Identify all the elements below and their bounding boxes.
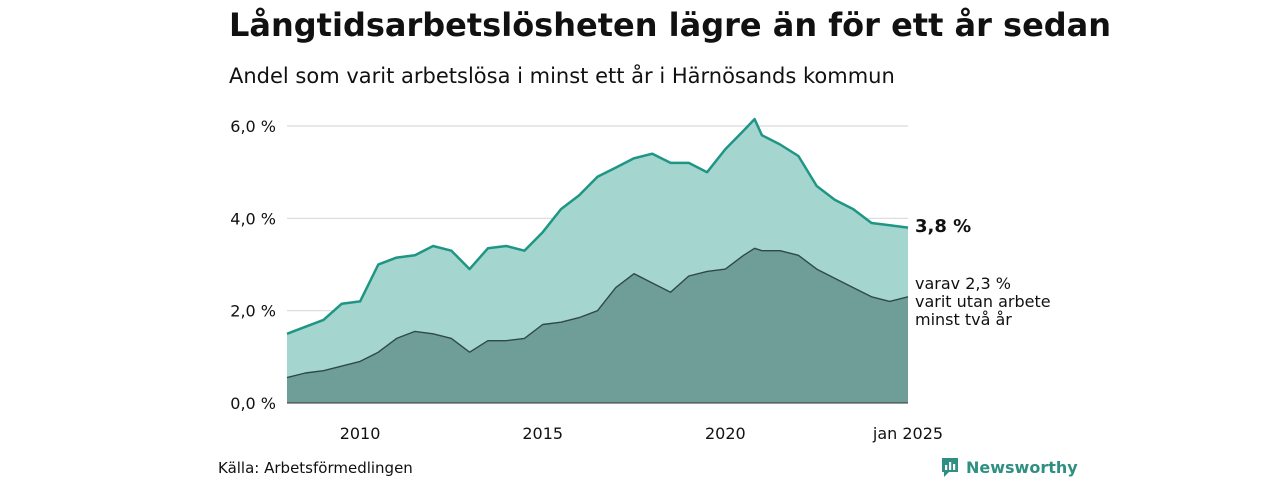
chart-title: Långtidsarbetslösheten lägre än för ett …: [229, 6, 1112, 44]
y-axis-ticks: 0,0 % 2,0 % 4,0 % 6,0 %: [230, 117, 276, 413]
upper-series-line: [286, 117, 909, 335]
source-text: Källa: Arbetsförmedlingen: [218, 459, 413, 477]
sub-series-label-line: varav 2,3 %: [915, 274, 1011, 293]
x-tick-label: 2020: [705, 424, 746, 443]
y-tick-label: 0,0 %: [230, 394, 276, 413]
brand: Newsworthy: [940, 456, 1078, 478]
y-tick-label: 2,0 %: [230, 302, 276, 321]
lower-series-area: [287, 248, 908, 403]
newsworthy-logo-icon: [942, 458, 958, 477]
x-tick-label: 2015: [522, 424, 563, 443]
chart-subtitle: Andel som varit arbetslösa i minst ett å…: [229, 64, 895, 88]
sub-series-label-line: varit utan arbete: [915, 292, 1051, 311]
x-axis-ticks: 2010 2015 2020 jan 2025: [340, 424, 943, 443]
x-tick-label: jan 2025: [872, 424, 943, 443]
y-tick-label: 6,0 %: [230, 117, 276, 136]
sub-series-label: varav 2,3 % varit utan arbete minst två …: [915, 275, 1051, 329]
brand-name: Newsworthy: [966, 457, 1078, 477]
lower-series-line: [286, 247, 909, 379]
sub-series-label-line: minst två år: [915, 310, 1012, 329]
end-value-label: 3,8 %: [915, 216, 972, 237]
x-tick-label: 2010: [340, 424, 381, 443]
y-tick-label: 4,0 %: [230, 209, 276, 228]
